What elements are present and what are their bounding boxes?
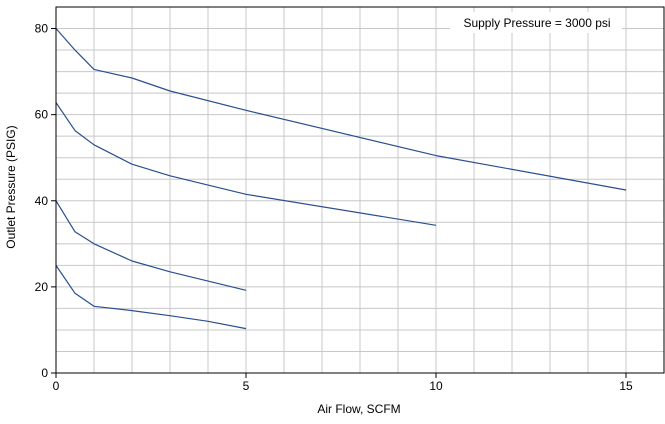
x-tick-label: 15 (619, 379, 633, 393)
y-axis-label: Outlet Pressure (PSIG) (4, 125, 18, 248)
x-axis-label: Air Flow, SCFM (317, 402, 400, 416)
x-tick-label: 0 (53, 379, 60, 393)
axis-ticks: 0 5 10 15 0 20 40 60 80 (35, 22, 633, 393)
x-tick-label: 5 (243, 379, 250, 393)
series-line-4 (55, 265, 247, 330)
series-line-3 (55, 200, 247, 291)
grid (56, 7, 664, 373)
x-tick-label: 10 (429, 379, 443, 393)
annotation-background (450, 12, 622, 33)
plot-frame (55, 6, 665, 374)
series-group (55, 28, 627, 330)
series-line-2 (55, 102, 437, 226)
series-line-1 (55, 28, 627, 191)
y-tick-label: 60 (35, 108, 49, 122)
annotation-text: Supply Pressure = 3000 psi (463, 16, 610, 30)
y-tick-label: 80 (35, 22, 49, 36)
y-tick-label: 0 (41, 366, 48, 380)
y-tick-label: 40 (35, 194, 49, 208)
y-tick-label: 20 (35, 280, 49, 294)
